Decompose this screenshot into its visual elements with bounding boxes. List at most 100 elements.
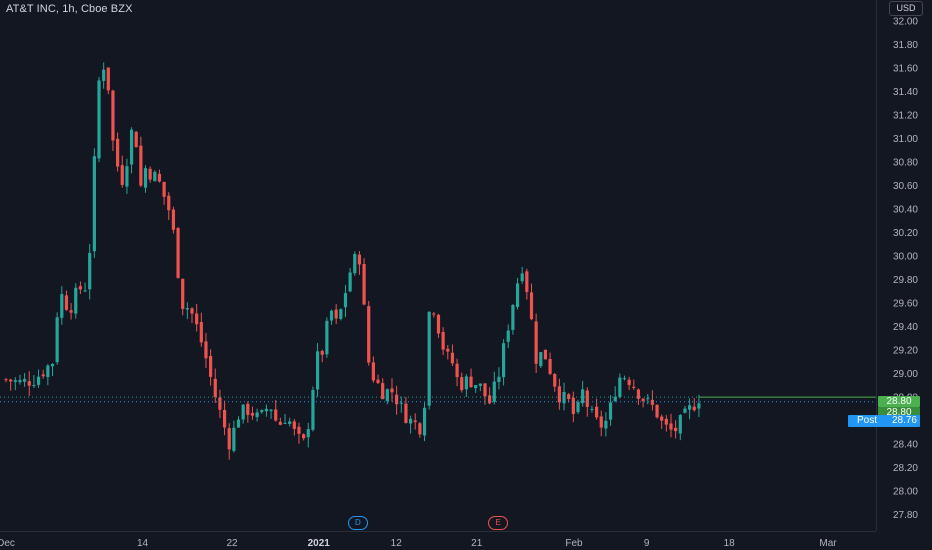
- candle: [185, 302, 189, 320]
- price-tick-label: 29.40: [893, 322, 918, 333]
- candle: [413, 413, 417, 430]
- symbol-title[interactable]: AT&T INC, 1h, Cboe BZX: [6, 3, 133, 15]
- candle: [171, 206, 176, 234]
- candle: [46, 363, 50, 386]
- candle: [134, 130, 138, 148]
- candle: [543, 349, 548, 360]
- candle: [27, 371, 31, 396]
- candle: [106, 67, 110, 95]
- currency-badge[interactable]: USD: [889, 1, 923, 16]
- candle: [218, 389, 222, 418]
- candle: [390, 378, 394, 402]
- candle: [116, 132, 120, 172]
- candle: [432, 312, 436, 318]
- price-tick-label: 30.00: [893, 252, 918, 263]
- candle: [501, 339, 506, 386]
- candle: [227, 423, 231, 460]
- candle: [176, 227, 180, 279]
- candle: [674, 420, 678, 439]
- candle: [553, 373, 557, 392]
- candle: [120, 155, 124, 188]
- time-tick-label: 18: [724, 538, 736, 549]
- time-tick-label: Feb: [565, 538, 583, 549]
- candle: [181, 278, 185, 316]
- candle: [111, 89, 115, 151]
- time-tick-label: 2021: [308, 538, 331, 549]
- dividend-marker[interactable]: D: [347, 516, 368, 530]
- candle: [469, 368, 473, 388]
- candle: [367, 301, 371, 366]
- candle: [274, 399, 278, 422]
- price-axis[interactable]: 32.00 31.80 31.60 31.40 31.20 31.00 30.80 30.60…: [893, 17, 918, 521]
- candle: [348, 267, 352, 293]
- candle: [506, 324, 510, 349]
- candle: [36, 369, 41, 388]
- time-tick-label: 12: [391, 538, 403, 549]
- candle: [650, 390, 654, 411]
- time-tick-label: 14: [137, 538, 149, 549]
- candle: [334, 304, 338, 325]
- earnings-marker[interactable]: E: [488, 516, 509, 530]
- candle: [371, 356, 375, 383]
- candle: [385, 388, 389, 405]
- candle: [478, 383, 482, 392]
- candle: [599, 410, 603, 437]
- candle: [608, 395, 613, 426]
- candle: [697, 394, 701, 418]
- price-tick-label: 28.40: [893, 440, 918, 451]
- price-tick-label: 28.00: [893, 487, 918, 498]
- candle: [585, 387, 589, 417]
- candle: [283, 413, 287, 425]
- candle: [622, 375, 627, 381]
- candle: [292, 418, 296, 436]
- candle: [4, 377, 8, 383]
- candle: [190, 307, 194, 324]
- time-axis[interactable]: Dec 14 22 2021 12 21 Feb 9 18 Mar: [0, 538, 837, 549]
- candle: [157, 169, 162, 183]
- candle: [655, 404, 659, 419]
- time-tick-label: Dec: [0, 538, 15, 549]
- candle: [297, 422, 301, 444]
- candle: [687, 398, 692, 420]
- candle: [102, 62, 106, 89]
- candle: [669, 413, 673, 438]
- candle: [250, 406, 255, 420]
- candle: [213, 368, 217, 403]
- candle: [129, 127, 134, 174]
- candle: [636, 388, 641, 406]
- price-tick-label: 32.00: [893, 17, 918, 28]
- candle: [269, 409, 273, 419]
- candle: [567, 392, 571, 403]
- candle: [288, 417, 292, 427]
- candle: [488, 387, 492, 405]
- candle: [418, 421, 422, 438]
- candle: [195, 303, 199, 332]
- candle: [613, 386, 617, 403]
- candle: [50, 363, 55, 377]
- candle: [260, 409, 264, 414]
- candle: [78, 281, 83, 294]
- candle: [664, 415, 668, 432]
- post-market-price: 28.76: [891, 415, 917, 426]
- candle: [511, 304, 515, 335]
- candle: [692, 398, 696, 412]
- price-tick-label: 30.80: [893, 158, 918, 169]
- candle: [646, 393, 650, 405]
- time-tick-label: Mar: [819, 538, 837, 549]
- candle: [446, 344, 450, 360]
- candle: [148, 166, 152, 183]
- candle: [557, 378, 561, 410]
- candle: [562, 382, 566, 411]
- price-tick-label: 31.00: [893, 134, 918, 145]
- candle: [199, 312, 203, 347]
- candle: [529, 283, 534, 321]
- price-tick-label: 29.80: [893, 275, 918, 286]
- price-tick-label: 31.40: [893, 87, 918, 98]
- candle: [139, 136, 143, 188]
- candle: [302, 433, 306, 441]
- price-tick-label: 31.20: [893, 111, 918, 122]
- candle: [474, 384, 478, 393]
- candle: [92, 148, 96, 259]
- post-market-label: Post: [857, 415, 878, 426]
